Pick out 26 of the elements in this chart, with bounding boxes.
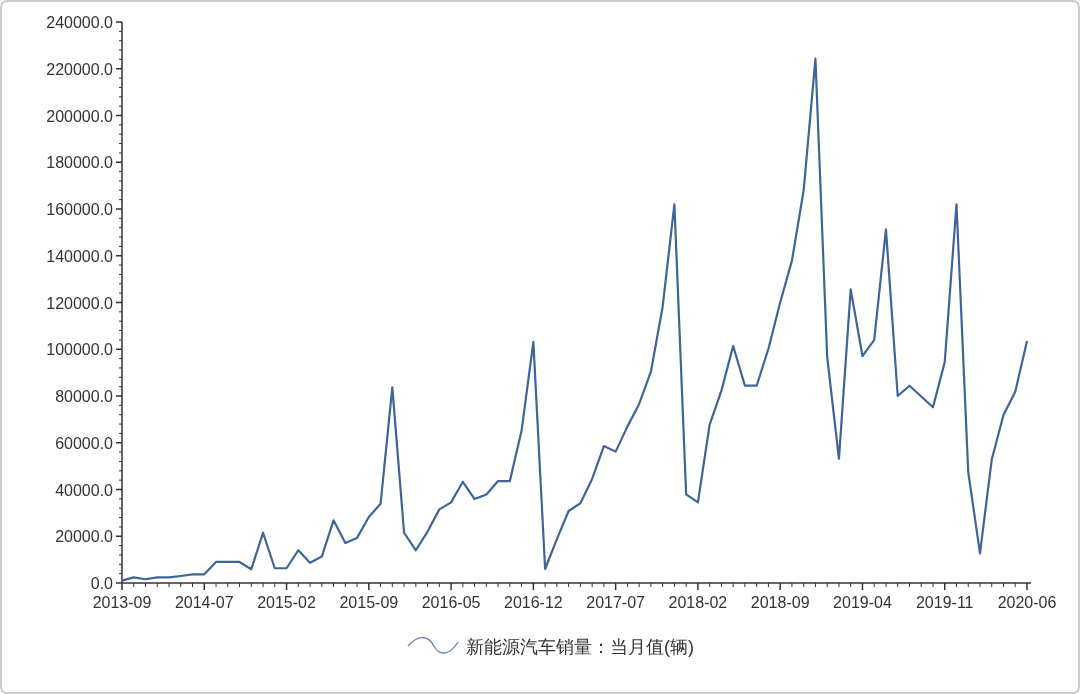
x-tick-label: 2016-12 — [504, 594, 563, 611]
x-tick-label: 2015-09 — [339, 594, 399, 611]
x-tick-label: 2020-06 — [997, 594, 1057, 611]
legend-label: 新能源汽车销量：当月值(辆) — [466, 637, 694, 657]
y-tick-label: 160000.0 — [46, 201, 114, 218]
x-tick-label: 2019-11 — [915, 594, 974, 611]
x-tick-label: 2017-07 — [586, 594, 646, 611]
y-tick-label: 220000.0 — [46, 60, 114, 78]
y-tick-label: 180000.0 — [46, 154, 114, 172]
x-tick-label: 2016-05 — [421, 594, 481, 611]
x-tick-label: 2014-07 — [174, 594, 234, 611]
y-tick-label: 40000.0 — [55, 481, 114, 499]
y-tick-label: 140000.0 — [46, 247, 114, 265]
y-tick-label: 60000.0 — [55, 434, 114, 452]
x-tick-label: 2019-04 — [833, 594, 892, 611]
y-tick-label: 80000.0 — [55, 388, 114, 405]
y-tick-label: 200000.0 — [46, 107, 114, 125]
y-tick-label: 100000.0 — [46, 341, 114, 359]
y-tick-label: 120000.0 — [46, 294, 114, 312]
y-tick-label: 0.0 — [90, 575, 114, 592]
x-tick-label: 2018-02 — [668, 594, 728, 611]
y-tick-label: 20000.0 — [55, 528, 114, 546]
x-tick-label: 2013-09 — [92, 594, 152, 611]
x-tick-label: 2018-09 — [750, 594, 810, 611]
x-tick-label: 2015-02 — [257, 594, 317, 611]
y-tick-label: 240000.0 — [46, 14, 114, 31]
